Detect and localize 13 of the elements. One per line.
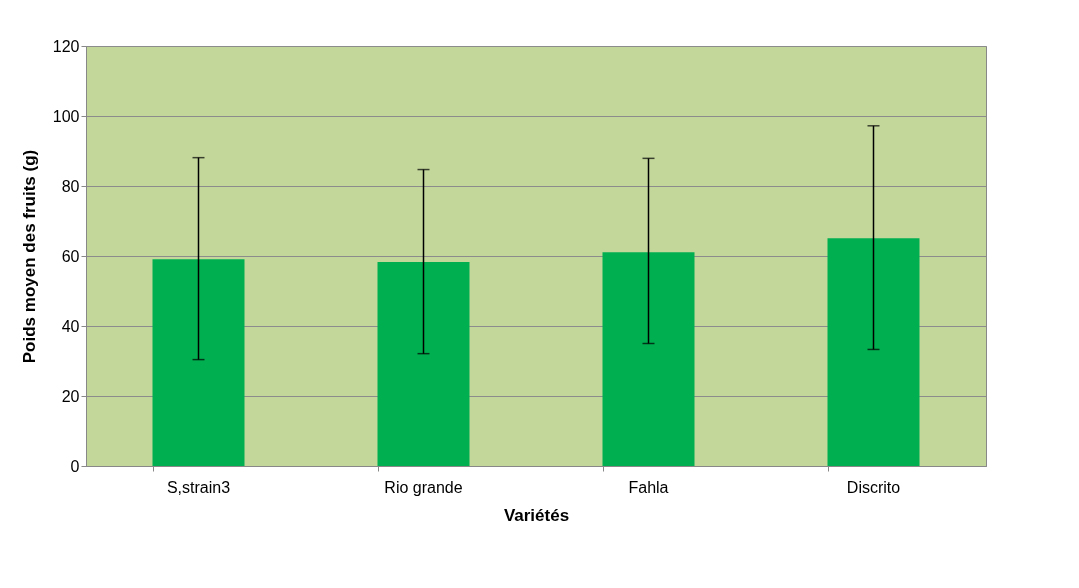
y-axis-title: Poids moyen des fruits (g)	[19, 149, 39, 364]
x-tick-label: Discrito	[846, 478, 901, 496]
y-tick-label: 0	[70, 457, 80, 475]
y-tick-label: 80	[61, 177, 80, 195]
x-tick-label: S,strain3	[166, 478, 231, 496]
y-tick-label: 120	[52, 37, 80, 55]
y-tick-label: 20	[61, 387, 80, 405]
y-tick-label: 60	[61, 247, 80, 265]
x-tick-label: Fahla	[628, 478, 669, 496]
x-axis-title: Variétés	[503, 505, 570, 525]
y-tick-label: 100	[52, 107, 80, 125]
x-tick-label: Rio grande	[384, 478, 463, 496]
y-tick-label: 40	[61, 317, 80, 335]
